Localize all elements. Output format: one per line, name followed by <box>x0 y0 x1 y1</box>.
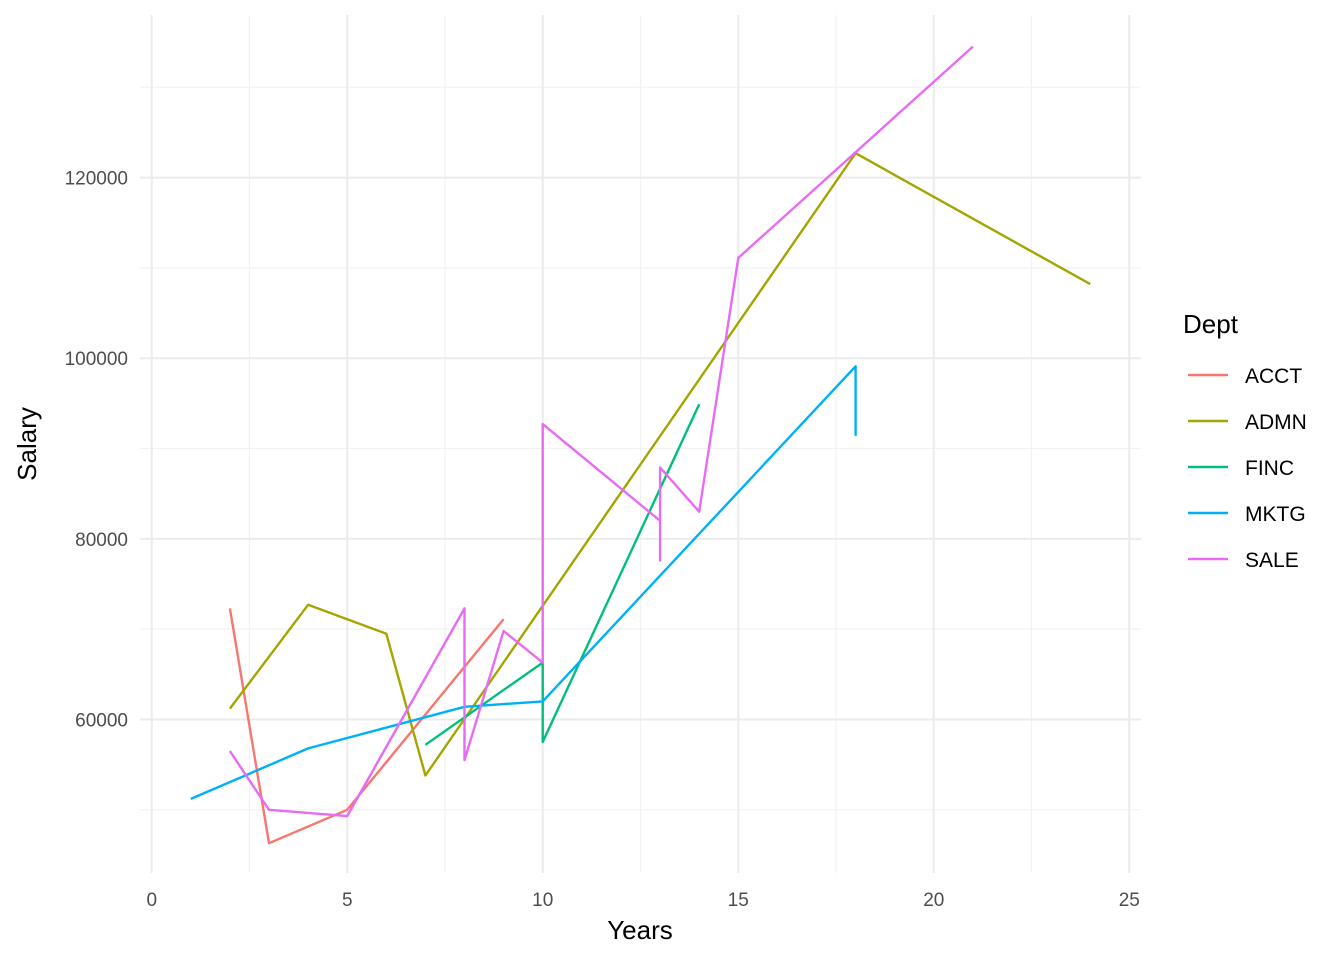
legend-title: Dept <box>1183 309 1239 339</box>
x-tick-label: 10 <box>532 890 553 911</box>
x-tick-label: 0 <box>146 890 157 911</box>
y-tick-label: 120000 <box>65 169 128 190</box>
x-tick-label: 25 <box>1119 890 1140 911</box>
x-tick-label: 5 <box>342 890 353 911</box>
series-line-admn <box>228 151 1091 777</box>
legend-label-finc: FINC <box>1245 457 1294 480</box>
x-tick-label: 15 <box>728 890 749 911</box>
legend-label-mktg: MKTG <box>1245 503 1306 526</box>
x-axis-ticks: 0 5 10 15 20 25 <box>146 890 1139 911</box>
y-tick-label: 60000 <box>75 710 128 731</box>
y-tick-label: 100000 <box>65 349 128 370</box>
y-axis-title: Salary <box>12 407 42 481</box>
legend-label-sale: SALE <box>1245 549 1299 572</box>
series-line-sale <box>228 45 974 818</box>
series-line-acct <box>228 608 505 845</box>
x-axis-title: Years <box>607 915 673 945</box>
legend-label-admn: ADMN <box>1245 411 1307 434</box>
legend: Dept ACCT ADMN FINC MKTG SALE <box>1183 309 1307 572</box>
series-lines <box>190 45 1091 845</box>
grid <box>140 15 1141 873</box>
series-line-finc <box>424 403 701 746</box>
x-tick-label: 20 <box>923 890 944 911</box>
y-axis-ticks: 60000 80000 100000 120000 <box>65 169 128 732</box>
series-line-mktg <box>190 365 857 801</box>
legend-label-acct: ACCT <box>1245 365 1302 388</box>
y-tick-label: 80000 <box>75 530 128 551</box>
